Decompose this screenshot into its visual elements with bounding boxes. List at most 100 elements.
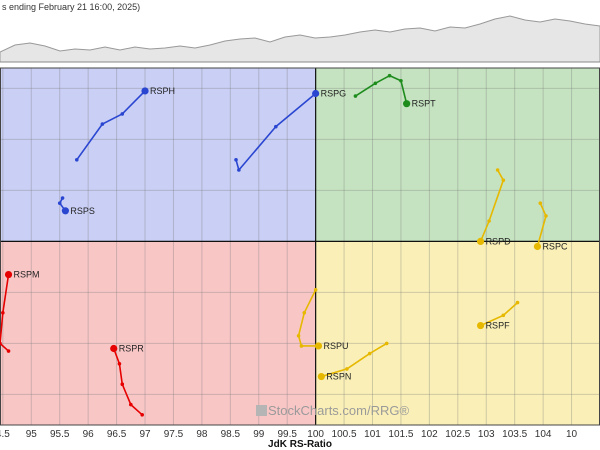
tail-line-rspg (235, 92, 317, 171)
tail-point-rspu (302, 311, 307, 315)
tail-line-rspm (0, 274, 10, 352)
tail-line-rsph (76, 90, 146, 161)
head-point-rspf (476, 321, 485, 330)
tail-point-rspg (237, 168, 241, 172)
label-rspd: RSPD (486, 236, 512, 246)
tail-line-rspn (321, 342, 388, 378)
x-tick-label: 101 (364, 429, 381, 440)
series-rspu: RSPU (296, 288, 348, 351)
tail-point-rspr (117, 362, 122, 366)
x-tick-label: 104 (535, 429, 552, 440)
quadrant-leading (315, 68, 600, 242)
series-rspn: RSPN (317, 341, 389, 382)
head-point-rspd (476, 237, 485, 245)
head-point-rspn (317, 372, 325, 381)
label-rspn: RSPN (326, 372, 351, 382)
tail-point-rspg (274, 124, 278, 129)
head-point-rspu (314, 342, 323, 350)
x-axis-ticks: 4.5 95 95.5 96 96.5 97 97.5 98 98.5 99 99.5 100 100.… (0, 429, 578, 440)
tail-point-rspn (367, 351, 372, 356)
x-tick-label: 103 (478, 429, 495, 440)
tail-point-rsph (74, 158, 79, 162)
quadrant-improving (0, 68, 316, 242)
label-rsps: RSPS (70, 206, 95, 216)
series-rspg: RSPG (234, 89, 346, 172)
x-tick-label: 102.5 (445, 429, 470, 440)
tail-point-rspc (538, 201, 543, 205)
label-rspu: RSPU (323, 341, 348, 351)
x-tick-label: 4.5 (0, 429, 10, 440)
tail-point-rspr (129, 402, 133, 407)
tail-point-rspu (313, 288, 318, 292)
x-tick-label: 103.5 (502, 429, 527, 440)
stockcharts-logo-icon (256, 405, 267, 416)
quadrant-weakening (315, 241, 600, 425)
tail-point-rspd (495, 168, 500, 172)
tail-point-rspd (501, 178, 506, 182)
tail-point-rspn (384, 341, 389, 346)
tail-point-rspu (296, 333, 301, 338)
head-point-rspt (403, 100, 411, 108)
x-tick-label: 96 (83, 429, 95, 440)
tail-point-rspn (345, 367, 349, 371)
watermark: StockCharts.com/RRG® (256, 403, 409, 418)
label-rsph: RSPH (150, 86, 175, 96)
head-point-rspr (110, 344, 118, 353)
tail-point-rspc (544, 214, 548, 218)
series-rsps: RSPS (57, 196, 95, 216)
head-point-rspc (533, 242, 542, 251)
x-tick-label: 97 (139, 429, 151, 440)
tail-point-rspu (299, 344, 304, 348)
x-tick-label: 99 (253, 429, 265, 440)
tail-point-rspm (1, 311, 5, 315)
tail-point-rspr (120, 382, 125, 387)
tail-point-rspt (387, 73, 392, 78)
label-rspr: RSPR (119, 344, 145, 354)
header-date-range: s ending February 21 16:00, 2025) (2, 2, 140, 12)
head-point-rsps (61, 207, 70, 215)
series-rspt: RSPT (353, 73, 437, 109)
x-tick-label: 10 (566, 429, 578, 440)
quadrant-lagging (0, 241, 316, 425)
tail-point-rspf (515, 300, 520, 305)
tail-point-rsph (120, 112, 125, 116)
label-rspm: RSPM (14, 270, 40, 280)
tail-point-rspr (140, 413, 144, 417)
x-tick-label: 100 (307, 429, 324, 440)
label-rspt: RSPT (412, 99, 437, 109)
series-rspr: RSPR (110, 344, 144, 417)
tail-point-rspd (487, 219, 491, 223)
quadrants (0, 68, 600, 425)
tail-point-rspg (234, 158, 238, 162)
tail-point-rspt (373, 81, 378, 86)
x-axis-title: JdK RS-Ratio (268, 439, 332, 450)
series-rspc: RSPC (533, 201, 568, 252)
series-rspf: RSPF (476, 300, 520, 331)
x-tick-label: 100.5 (332, 429, 357, 440)
tail-point-rspm (6, 349, 11, 353)
x-tick-label: 99.5 (277, 429, 297, 440)
label-rspc: RSPC (542, 242, 568, 252)
series-rsph: RSPH (74, 86, 175, 162)
tail-point-rsps (57, 201, 62, 205)
label-rspg: RSPG (321, 89, 347, 99)
head-point-rspm (4, 270, 13, 279)
tail-point-rspt (353, 94, 358, 98)
x-tick-label: 102 (421, 429, 438, 440)
tail-point-rspt (399, 78, 403, 83)
tail-line-rspd (479, 169, 505, 242)
x-tick-label: 95 (26, 429, 38, 440)
x-tick-label: 95.5 (50, 429, 70, 440)
x-tick-label: 98.5 (221, 429, 241, 440)
tail-point-rsps (60, 196, 65, 200)
x-tick-label: 96.5 (107, 429, 127, 440)
mini-chart-area (0, 15, 600, 63)
series-rspm: RSPM (0, 270, 40, 353)
label-rspf: RSPF (486, 321, 511, 331)
x-tick-label: 98 (196, 429, 208, 440)
watermark-text: StockCharts.com/RRG® (268, 403, 409, 418)
head-point-rspg (312, 89, 320, 98)
x-tick-label: 97.5 (164, 429, 184, 440)
